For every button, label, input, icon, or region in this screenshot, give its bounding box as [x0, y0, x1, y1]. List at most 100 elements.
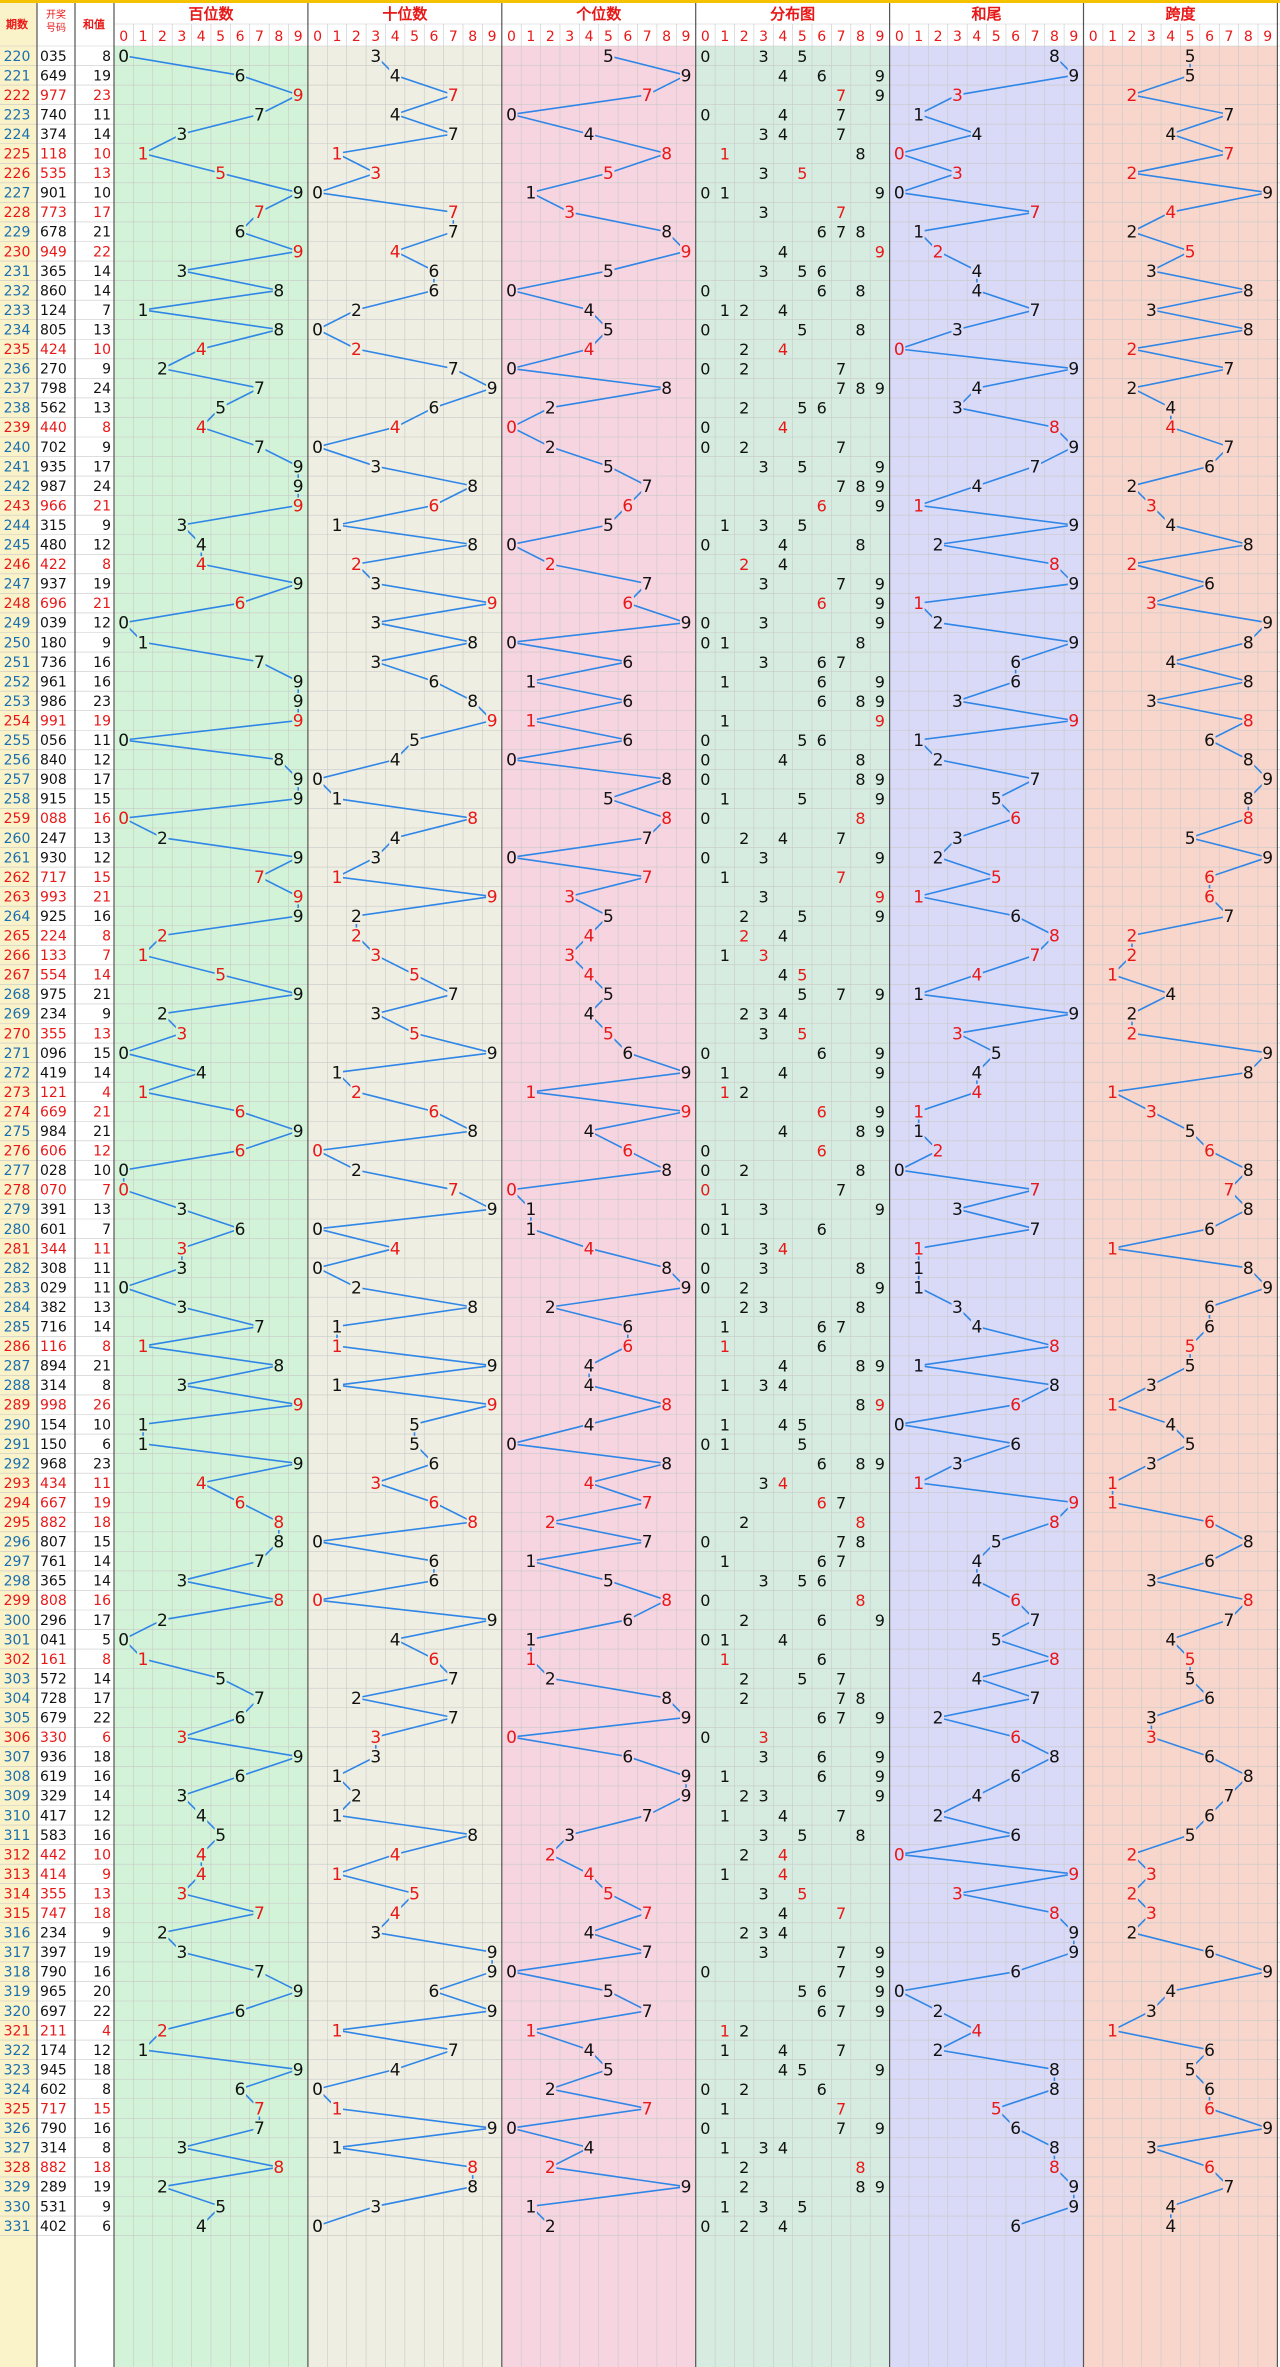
mark-bg — [1164, 516, 1177, 533]
mark-bg — [524, 1201, 537, 1218]
mark-bg — [408, 1435, 421, 1452]
distribution-mark: 2 — [739, 438, 749, 457]
digit-mark: 4 — [390, 1904, 401, 1924]
distribution-mark: 8 — [855, 751, 865, 770]
mark-bg — [466, 1298, 479, 1315]
digit-header: 6 — [623, 29, 632, 45]
mark-bg — [486, 1044, 499, 1061]
digit-mark: 5 — [603, 1884, 614, 1904]
mark-bg — [369, 653, 382, 670]
mark-bg — [1203, 732, 1216, 749]
sum-value: 19 — [93, 713, 111, 729]
sum-value: 14 — [93, 283, 111, 299]
mark-bg — [912, 1123, 925, 1140]
distribution-mark: 9 — [875, 614, 885, 633]
digit-mark: 4 — [971, 1318, 982, 1338]
digit-mark: 6 — [1204, 1318, 1215, 1338]
issue-number: 316 — [4, 1926, 31, 1942]
digit-mark: 7 — [1224, 1181, 1235, 1201]
sum-value: 19 — [93, 577, 111, 593]
sum-value: 23 — [93, 88, 111, 104]
digit-mark: 6 — [429, 496, 440, 516]
mark-bg — [1145, 595, 1158, 612]
mark-bg — [1203, 1689, 1216, 1706]
digit-mark: 9 — [293, 770, 304, 790]
distribution-mark: 9 — [875, 907, 885, 926]
digit-mark: 3 — [370, 848, 381, 868]
digit-mark: 5 — [603, 2060, 614, 2080]
mark-bg — [427, 1494, 440, 1511]
digit-mark: 6 — [622, 731, 633, 751]
distribution-mark: 2 — [739, 2178, 749, 2197]
mark-bg — [505, 1963, 518, 1980]
mark-bg — [350, 1162, 363, 1179]
digit-mark: 8 — [1243, 536, 1254, 556]
digit-mark: 9 — [681, 1063, 692, 1083]
mark-bg — [486, 1963, 499, 1980]
issue-number: 234 — [4, 322, 31, 338]
issue-number: 267 — [4, 968, 31, 984]
digit-header: 0 — [1089, 29, 1098, 45]
digit-mark: 8 — [1243, 790, 1254, 810]
issue-number: 238 — [4, 401, 31, 417]
distribution-mark: 9 — [875, 711, 885, 730]
mark-bg — [1203, 2041, 1216, 2058]
mark-bg — [1145, 301, 1158, 318]
mark-bg — [234, 1142, 247, 1159]
mark-bg — [524, 1220, 537, 1237]
issue-number: 232 — [4, 283, 31, 299]
digit-mark: 9 — [1068, 516, 1079, 536]
digit-mark: 7 — [254, 105, 265, 125]
digit-mark: 8 — [661, 1454, 672, 1474]
distribution-mark: 0 — [700, 2119, 710, 2138]
mark-bg — [1184, 47, 1197, 64]
digit-header: 1 — [526, 29, 535, 45]
sum-value: 11 — [93, 1241, 111, 1257]
mark-bg — [602, 47, 615, 64]
mark-bg — [970, 282, 983, 299]
digit-mark: 2 — [933, 1806, 944, 1826]
mark-bg — [330, 2100, 343, 2117]
digit-mark: 4 — [584, 340, 595, 360]
mark-bg — [330, 790, 343, 807]
mark-bg — [175, 1240, 188, 1257]
distribution-mark: 0 — [700, 2217, 710, 2236]
digit-mark: 3 — [176, 1787, 187, 1807]
digit-mark: 3 — [1146, 1102, 1157, 1122]
digit-mark: 1 — [138, 633, 149, 653]
mark-bg — [195, 419, 208, 436]
issue-number: 280 — [4, 1222, 31, 1238]
sum-value: 9 — [102, 440, 111, 456]
digit-mark: 9 — [293, 907, 304, 927]
distribution-mark: 4 — [778, 66, 788, 85]
distribution-mark: 3 — [758, 1943, 768, 1962]
mark-bg — [912, 1279, 925, 1296]
mark-bg — [602, 262, 615, 279]
digit-mark: 4 — [971, 1572, 982, 1592]
distribution-mark: 9 — [875, 86, 885, 105]
digit-mark: 2 — [1127, 164, 1138, 184]
digit-mark: 0 — [894, 1415, 905, 1435]
sum-value: 17 — [93, 459, 111, 475]
issue-number: 263 — [4, 889, 31, 905]
draw-number: 908 — [40, 772, 67, 788]
mark-bg — [641, 477, 654, 494]
digit-mark: 7 — [1030, 1611, 1041, 1631]
distribution-mark: 5 — [797, 262, 807, 281]
draw-number: 314 — [40, 1378, 67, 1394]
digit-mark: 4 — [971, 1552, 982, 1572]
digit-mark: 9 — [1262, 614, 1273, 634]
mark-bg — [1145, 497, 1158, 514]
distribution-mark: 6 — [817, 1611, 827, 1630]
mark-bg — [912, 888, 925, 905]
distribution-mark: 2 — [739, 1278, 749, 1297]
issue-number: 261 — [4, 850, 31, 866]
sum-value: 12 — [93, 850, 111, 866]
digit-mark: 9 — [487, 1943, 498, 1963]
mark-bg — [272, 282, 285, 299]
mark-bg — [932, 1709, 945, 1726]
mark-bg — [932, 1142, 945, 1159]
distribution-mark: 5 — [797, 985, 807, 1004]
digit-mark: 3 — [370, 1005, 381, 1025]
distribution-mark: 3 — [758, 614, 768, 633]
